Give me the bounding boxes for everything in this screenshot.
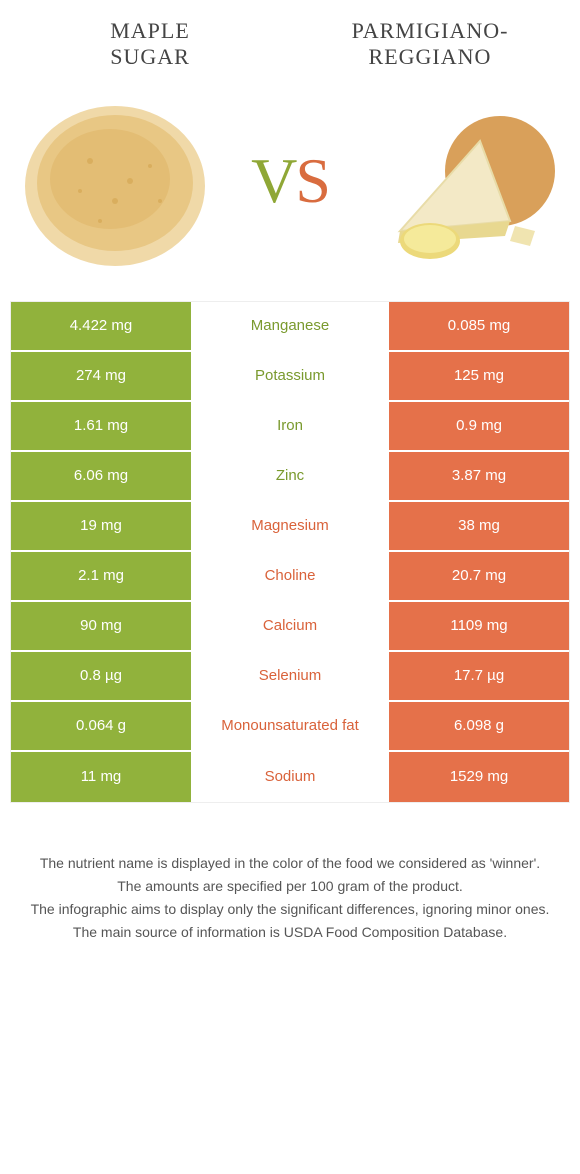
header: Maple sugar Parmigiano- Reggiano — [0, 0, 580, 71]
footer-line1: The nutrient name is displayed in the co… — [30, 853, 550, 874]
nutrient-label: Calcium — [191, 602, 389, 650]
left-value: 0.8 µg — [11, 652, 191, 700]
right-value: 125 mg — [389, 352, 569, 400]
nutrient-table: 4.422 mgManganese0.085 mg274 mgPotassium… — [10, 301, 570, 803]
footer-line2: The amounts are specified per 100 gram o… — [30, 876, 550, 897]
nutrient-label: Selenium — [191, 652, 389, 700]
table-row: 4.422 mgManganese0.085 mg — [11, 302, 569, 352]
nutrient-label: Monounsaturated fat — [191, 702, 389, 750]
vs-s: S — [295, 145, 329, 216]
left-value: 90 mg — [11, 602, 191, 650]
right-food-image — [365, 86, 565, 276]
left-value: 274 mg — [11, 352, 191, 400]
right-title-line1: Parmigiano- — [352, 18, 509, 43]
right-value: 20.7 mg — [389, 552, 569, 600]
left-food-image — [15, 86, 215, 276]
nutrient-label: Potassium — [191, 352, 389, 400]
left-value: 19 mg — [11, 502, 191, 550]
right-value: 0.085 mg — [389, 302, 569, 350]
table-row: 2.1 mgCholine20.7 mg — [11, 552, 569, 602]
right-value: 17.7 µg — [389, 652, 569, 700]
table-row: 11 mgSodium1529 mg — [11, 752, 569, 802]
table-row: 90 mgCalcium1109 mg — [11, 602, 569, 652]
nutrient-label: Zinc — [191, 452, 389, 500]
footer-notes: The nutrient name is displayed in the co… — [0, 803, 580, 943]
right-value: 1109 mg — [389, 602, 569, 650]
left-value: 6.06 mg — [11, 452, 191, 500]
table-row: 1.61 mgIron0.9 mg — [11, 402, 569, 452]
vs-v: V — [251, 145, 295, 216]
left-value: 0.064 g — [11, 702, 191, 750]
table-row: 19 mgMagnesium38 mg — [11, 502, 569, 552]
right-value: 0.9 mg — [389, 402, 569, 450]
maple-sugar-icon — [20, 91, 210, 271]
nutrient-label: Sodium — [191, 752, 389, 802]
nutrient-label: Choline — [191, 552, 389, 600]
right-food-title: Parmigiano- Reggiano — [330, 18, 530, 71]
footer-line4: The main source of information is USDA F… — [30, 922, 550, 943]
left-value: 2.1 mg — [11, 552, 191, 600]
left-value: 11 mg — [11, 752, 191, 802]
right-title-line2: Reggiano — [369, 44, 492, 69]
nutrient-label: Magnesium — [191, 502, 389, 550]
left-value: 1.61 mg — [11, 402, 191, 450]
parmigiano-icon — [370, 91, 560, 271]
table-row: 274 mgPotassium125 mg — [11, 352, 569, 402]
nutrient-label: Manganese — [191, 302, 389, 350]
left-title-line1: Maple — [110, 18, 190, 43]
vs-label: VS — [251, 144, 329, 218]
right-value: 3.87 mg — [389, 452, 569, 500]
table-row: 0.064 gMonounsaturated fat6.098 g — [11, 702, 569, 752]
right-value: 6.098 g — [389, 702, 569, 750]
left-title-line2: sugar — [110, 44, 190, 69]
table-row: 0.8 µgSelenium17.7 µg — [11, 652, 569, 702]
table-row: 6.06 mgZinc3.87 mg — [11, 452, 569, 502]
left-value: 4.422 mg — [11, 302, 191, 350]
nutrient-label: Iron — [191, 402, 389, 450]
left-food-title: Maple sugar — [50, 18, 250, 71]
footer-line3: The infographic aims to display only the… — [30, 899, 550, 920]
right-value: 38 mg — [389, 502, 569, 550]
right-value: 1529 mg — [389, 752, 569, 802]
images-row: VS — [0, 71, 580, 301]
